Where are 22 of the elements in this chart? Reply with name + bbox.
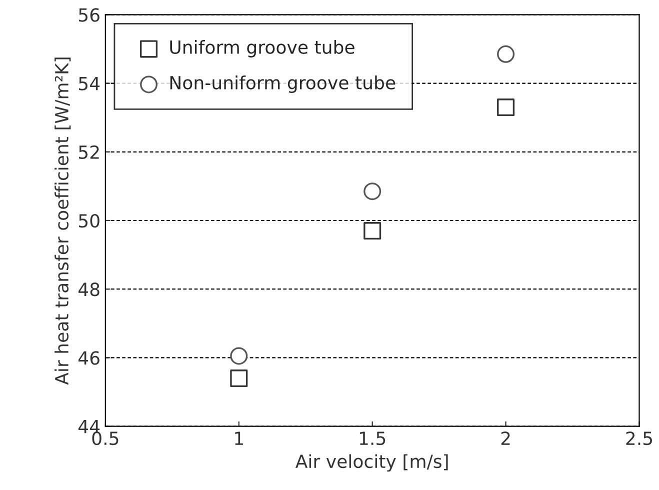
x-tick-label: 0.5: [92, 431, 118, 446]
x-tick-label: 1: [235, 432, 243, 445]
x-tick-label: 2: [501, 431, 510, 445]
x-tick-label: 1.5: [360, 432, 386, 446]
y-tick-label: 48: [78, 282, 100, 296]
y-axis-title: Air heat transfer coefficient [W/m²K]: [54, 58, 71, 385]
y-tick-label: 56: [78, 8, 100, 22]
y-tick-label: 50: [78, 214, 100, 228]
legend-label: Non-uniform groove tube: [170, 76, 396, 93]
legend-label: Uniform groove tube: [170, 40, 354, 58]
point: [230, 370, 248, 388]
point: [497, 45, 515, 63]
point: [364, 182, 382, 200]
y-tick-label: 52: [78, 145, 99, 160]
point: [364, 222, 382, 240]
point: [230, 347, 248, 365]
y-tick-label: 54: [78, 76, 100, 90]
y-tick-label: 46: [78, 351, 100, 365]
x-axis-title: Air velocity [m/s]: [295, 454, 448, 472]
point: [497, 98, 515, 116]
x-tick-label: 2.5: [626, 431, 652, 446]
y-tick-label: 44: [78, 420, 100, 434]
